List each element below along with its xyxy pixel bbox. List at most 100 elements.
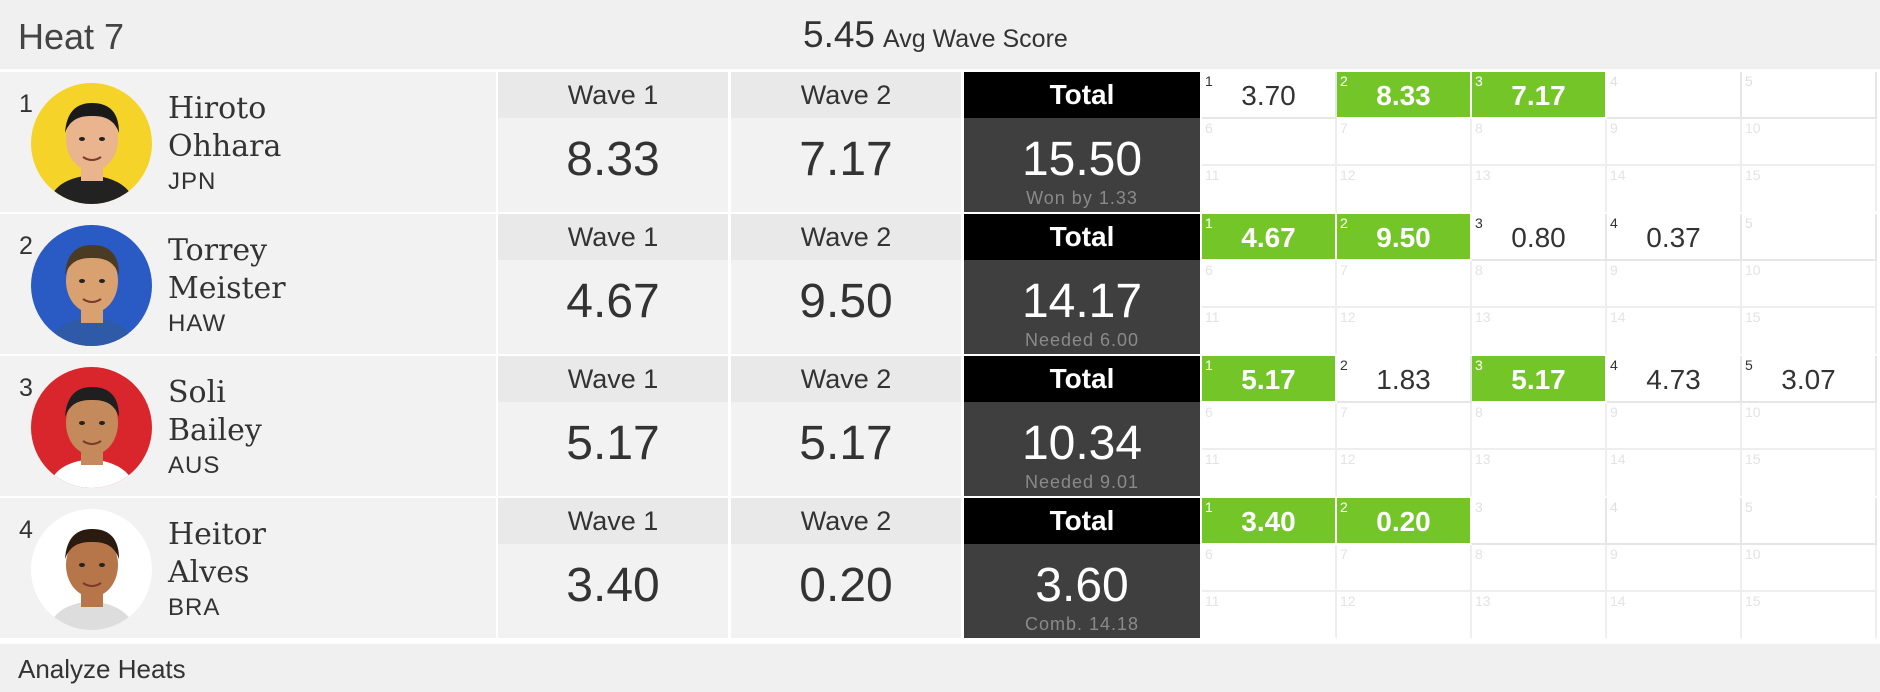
analyze-heats-bar[interactable]: Analyze Heats [0, 644, 1880, 692]
wave-score-cell[interactable]: 3 5.17 [1472, 356, 1607, 403]
wave-slot: 13 [1472, 166, 1607, 213]
surfer-avatar[interactable] [31, 225, 152, 346]
wave-slot-index: 12 [1340, 451, 1356, 467]
wave-slot: 14 [1607, 450, 1742, 497]
wave-score-grid: 1 3.70 2 8.33 3 7.17 4 5 6 7 8 9 10 11 12 13 14 15 [1202, 72, 1880, 213]
wave-slot: 9 [1607, 403, 1742, 450]
surfer-avatar[interactable] [31, 509, 152, 630]
wave-score-cell[interactable]: 5 [1742, 214, 1877, 261]
wave-slot: 14 [1607, 592, 1742, 639]
surfer-first-name: Hiroto [168, 91, 267, 126]
surfer-row[interactable]: 3 Soli Bailey AUS Wave 1 5.17 Wave 2 5.17 Total 1… [0, 356, 1880, 497]
wave-score: 7.17 [1511, 80, 1566, 111]
wave-slot: 8 [1472, 119, 1607, 166]
wave-score-cell[interactable]: 5 [1742, 72, 1877, 119]
wave-slot: 7 [1337, 403, 1472, 450]
wave-score: 4.67 [1241, 222, 1296, 253]
wave-score-cell[interactable]: 5 [1742, 498, 1877, 545]
wave-1-label: Wave 1 [498, 72, 728, 118]
wave-score-cell[interactable]: 2 8.33 [1337, 72, 1472, 119]
wave-score-cell[interactable]: 1 4.67 [1202, 214, 1337, 261]
wave-slot-index: 14 [1610, 167, 1626, 183]
wave-score: 5.17 [1241, 364, 1296, 395]
wave-slot-index: 14 [1610, 309, 1626, 325]
wave-2-score: 9.50 [799, 275, 893, 328]
wave-2-column: Wave 2 0.20 [731, 498, 961, 638]
wave-score: 3.70 [1241, 80, 1296, 111]
surfer-avatar[interactable] [31, 83, 152, 204]
wave-score-cell[interactable]: 4 0.37 [1607, 214, 1742, 261]
wave-score-cell[interactable]: 4 [1607, 72, 1742, 119]
wave-1-score: 8.33 [566, 133, 660, 186]
surfer-row[interactable]: 1 Hiroto Ohhara JPN Wave 1 8.33 Wave 2 7.17 Tota… [0, 72, 1880, 213]
wave-score-cell[interactable]: 1 3.40 [1202, 498, 1337, 545]
surfer-last-name: Meister [168, 271, 286, 306]
wave-slot: 6 [1202, 545, 1337, 592]
surfer-avatar[interactable] [31, 367, 152, 488]
surfer-last-name: Alves [168, 555, 250, 590]
surfer-name[interactable]: Heitor Alves [168, 516, 266, 592]
surfer-info[interactable]: 2 Torrey Meister HAW [0, 214, 496, 354]
surfer-first-name: Torrey [168, 233, 268, 268]
wave-index: 3 [1475, 357, 1483, 373]
surfer-row[interactable]: 4 Heitor Alves BRA Wave 1 3.40 Wave 2 0.20 Total… [0, 498, 1880, 639]
surfer-name[interactable]: Hiroto Ohhara [168, 90, 281, 166]
wave-slot: 8 [1472, 261, 1607, 308]
wave-index: 5 [1745, 357, 1753, 373]
wave-2-column: Wave 2 7.17 [731, 72, 961, 212]
wave-index: 4 [1610, 215, 1618, 231]
wave-score-cell[interactable]: 1 3.70 [1202, 72, 1337, 119]
analyze-heats-link[interactable]: Analyze Heats [18, 654, 186, 684]
wave-score-cell[interactable]: 3 [1472, 498, 1607, 545]
wave-2-score: 7.17 [799, 133, 893, 186]
wave-score-cell[interactable]: 3 7.17 [1472, 72, 1607, 119]
wave-score-cell[interactable]: 1 5.17 [1202, 356, 1337, 403]
surfer-row[interactable]: 2 Torrey Meister HAW Wave 1 4.67 Wave 2 9.50 Tot… [0, 214, 1880, 355]
wave-index: 4 [1610, 499, 1618, 515]
wave-score-cell[interactable]: 4 [1607, 498, 1742, 545]
wave-score-cell[interactable]: 2 9.50 [1337, 214, 1472, 261]
surfer-name[interactable]: Torrey Meister [168, 232, 286, 308]
wave-slot-index: 7 [1340, 546, 1348, 562]
wave-score: 1.83 [1376, 364, 1431, 395]
wave-score-grid: 1 5.17 2 1.83 3 5.17 4 4.73 5 3.07 6 7 8 9 10 11 12 13 14 1… [1202, 356, 1880, 497]
wave-2-score: 5.17 [799, 417, 893, 470]
wave-index: 1 [1205, 73, 1213, 89]
wave-1-column: Wave 1 8.33 [498, 72, 728, 212]
surfer-info[interactable]: 3 Soli Bailey AUS [0, 356, 496, 496]
surfer-info[interactable]: 1 Hiroto Ohhara JPN [0, 72, 496, 212]
wave-2-score: 0.20 [799, 559, 893, 612]
wave-slot: 9 [1607, 545, 1742, 592]
wave-1-column: Wave 1 3.40 [498, 498, 728, 638]
surfer-country: HAW [168, 310, 227, 337]
wave-score-cell[interactable]: 5 3.07 [1742, 356, 1877, 403]
wave-slot: 10 [1742, 119, 1877, 166]
wave-slot-index: 14 [1610, 593, 1626, 609]
surfer-country: BRA [168, 594, 221, 621]
total-column: Total 10.34 Needed 9.01 [964, 356, 1200, 496]
wave-slot: 6 [1202, 261, 1337, 308]
wave-slot-index: 9 [1610, 546, 1618, 562]
wave-slot-index: 15 [1745, 167, 1761, 183]
wave-slot-index: 8 [1475, 404, 1483, 420]
surfer-info[interactable]: 4 Heitor Alves BRA [0, 498, 496, 638]
wave-score-cell[interactable]: 4 4.73 [1607, 356, 1742, 403]
surfer-last-name: Bailey [168, 413, 262, 448]
wave-index: 5 [1745, 73, 1753, 89]
place-number: 3 [19, 374, 33, 402]
wave-score: 0.37 [1646, 222, 1701, 253]
wave-score-cell[interactable]: 3 0.80 [1472, 214, 1607, 261]
wave-slot-index: 12 [1340, 167, 1356, 183]
wave-2-column: Wave 2 9.50 [731, 214, 961, 354]
wave-score-cell[interactable]: 2 1.83 [1337, 356, 1472, 403]
surfer-portrait [31, 367, 152, 488]
wave-score-grid: 1 3.40 2 0.20 3 4 5 6 7 8 9 10 11 12 13 14 15 [1202, 498, 1880, 639]
total-note: Needed 9.01 [1024, 472, 1140, 492]
wave-index: 1 [1205, 499, 1213, 515]
wave-index: 3 [1475, 73, 1483, 89]
wave-slot-index: 7 [1340, 120, 1348, 136]
surfer-name[interactable]: Soli Bailey [168, 374, 262, 450]
wave-slot: 14 [1607, 166, 1742, 213]
wave-score-cell[interactable]: 2 0.20 [1337, 498, 1472, 545]
wave-slot-index: 8 [1475, 262, 1483, 278]
